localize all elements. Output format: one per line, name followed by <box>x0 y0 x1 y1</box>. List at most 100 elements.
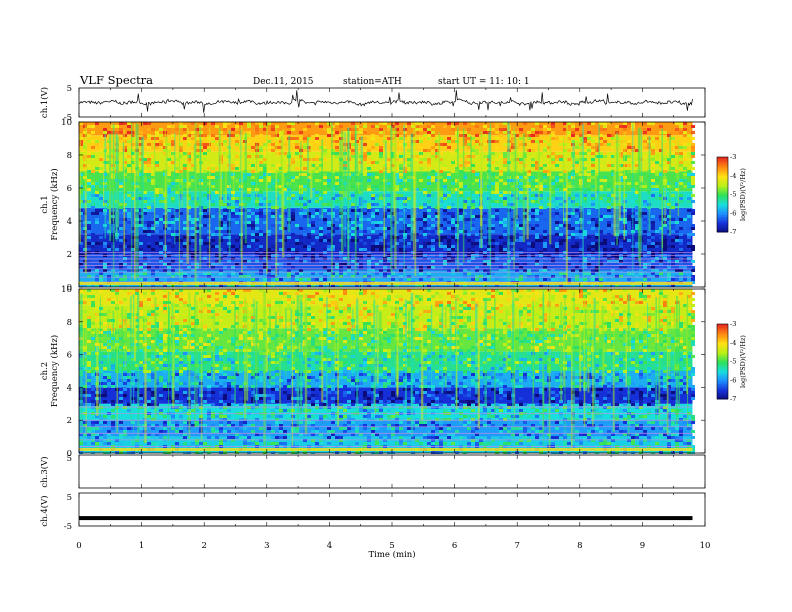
spec-cell <box>295 239 299 242</box>
spec-cell <box>135 292 139 295</box>
spec-cell <box>131 182 135 185</box>
spec-cell <box>271 316 275 319</box>
spec-cell <box>535 167 539 170</box>
spec-cell <box>387 137 391 140</box>
spec-cell <box>135 328 139 331</box>
spec-cell <box>667 272 671 275</box>
spec-cell <box>691 245 695 248</box>
spec-streak <box>360 136 363 231</box>
spec-cell <box>483 221 487 224</box>
spec-cell <box>175 182 179 185</box>
spec-cell <box>471 173 475 176</box>
spec-cell <box>483 155 487 158</box>
spec-cell <box>235 161 239 164</box>
spec-cell <box>303 185 307 188</box>
spec-cell <box>459 158 463 161</box>
spec-cell <box>587 263 591 266</box>
spec-cell <box>635 200 639 203</box>
spec-cell <box>371 125 375 128</box>
spec-cell <box>495 146 499 149</box>
spec-cell <box>423 209 427 212</box>
spec-cell <box>475 275 479 278</box>
spec-cell <box>295 152 299 155</box>
spec-cell <box>611 224 615 227</box>
spec-cell <box>167 284 171 287</box>
spec-cell <box>583 140 587 143</box>
spec-cell <box>643 319 647 322</box>
spec-cell <box>683 122 687 125</box>
spec-cell <box>215 242 219 245</box>
spec-cell <box>83 122 87 125</box>
spec-cell <box>231 149 235 152</box>
spec-cell <box>415 155 419 158</box>
spec-cell <box>319 310 323 313</box>
spec-cell <box>355 125 359 128</box>
spec-cell <box>371 313 375 316</box>
spec-cell <box>323 275 327 278</box>
spec-cell <box>471 275 475 278</box>
spec-cell <box>323 257 327 260</box>
spec-cell <box>371 295 375 298</box>
spec-cell <box>167 278 171 281</box>
spec-cell <box>579 236 583 239</box>
spec-cell <box>551 322 555 325</box>
spec-cell <box>591 146 595 149</box>
spec-cell <box>347 328 351 331</box>
spec-cell <box>371 304 375 307</box>
spec-cell <box>131 155 135 158</box>
spec-cell <box>623 319 627 322</box>
spec-cell <box>667 209 671 212</box>
spec-cell <box>259 289 263 292</box>
spec-cell <box>167 173 171 176</box>
spec-cell <box>575 236 579 239</box>
spec-cell <box>131 161 135 164</box>
spec-cell <box>495 158 499 161</box>
spec-cell <box>555 212 559 215</box>
spec-cell <box>435 137 439 140</box>
spec-cell <box>135 325 139 328</box>
spec-cell <box>427 298 431 301</box>
spec-cell <box>483 236 487 239</box>
spec-cell <box>499 245 503 248</box>
spec-cell <box>315 200 319 203</box>
spec-cell <box>367 230 371 233</box>
spec-cell <box>219 221 223 224</box>
spec-cell <box>443 212 447 215</box>
spec-cell <box>283 295 287 298</box>
spec-cell <box>575 194 579 197</box>
spec-cell <box>463 173 467 176</box>
spec-cell <box>563 200 567 203</box>
spec-streak <box>164 129 166 258</box>
spec-cell <box>431 122 435 125</box>
spec-cell <box>247 316 251 319</box>
spec-cell <box>307 179 311 182</box>
spec-cell <box>447 301 451 304</box>
spec-cell <box>419 146 423 149</box>
spec-cell <box>423 328 427 331</box>
ch1-waveform-panel: 5-5ch.1(V) <box>39 84 706 123</box>
spec-cell <box>255 128 259 131</box>
spec-cell <box>123 263 127 266</box>
spec-cell <box>183 301 187 304</box>
spec-cell <box>95 289 99 292</box>
spec-cell <box>559 185 563 188</box>
spec-cell <box>471 194 475 197</box>
spec-cell <box>483 212 487 215</box>
spec-cell <box>455 170 459 173</box>
spec-cell <box>623 239 627 242</box>
spec-cell <box>195 155 199 158</box>
spec-cell <box>563 292 567 295</box>
spec-cell <box>267 313 271 316</box>
spec-cell <box>427 257 431 260</box>
spec-cell <box>419 295 423 298</box>
spec-cell <box>399 230 403 233</box>
spec-cell <box>351 140 355 143</box>
spec-cell <box>235 295 239 298</box>
spec-cell <box>635 322 639 325</box>
spec-cell <box>607 233 611 236</box>
spec-cell <box>439 182 443 185</box>
spec-cell <box>399 164 403 167</box>
spec-cell <box>547 173 551 176</box>
spec-cell <box>619 313 623 316</box>
spec-cell <box>355 260 359 263</box>
